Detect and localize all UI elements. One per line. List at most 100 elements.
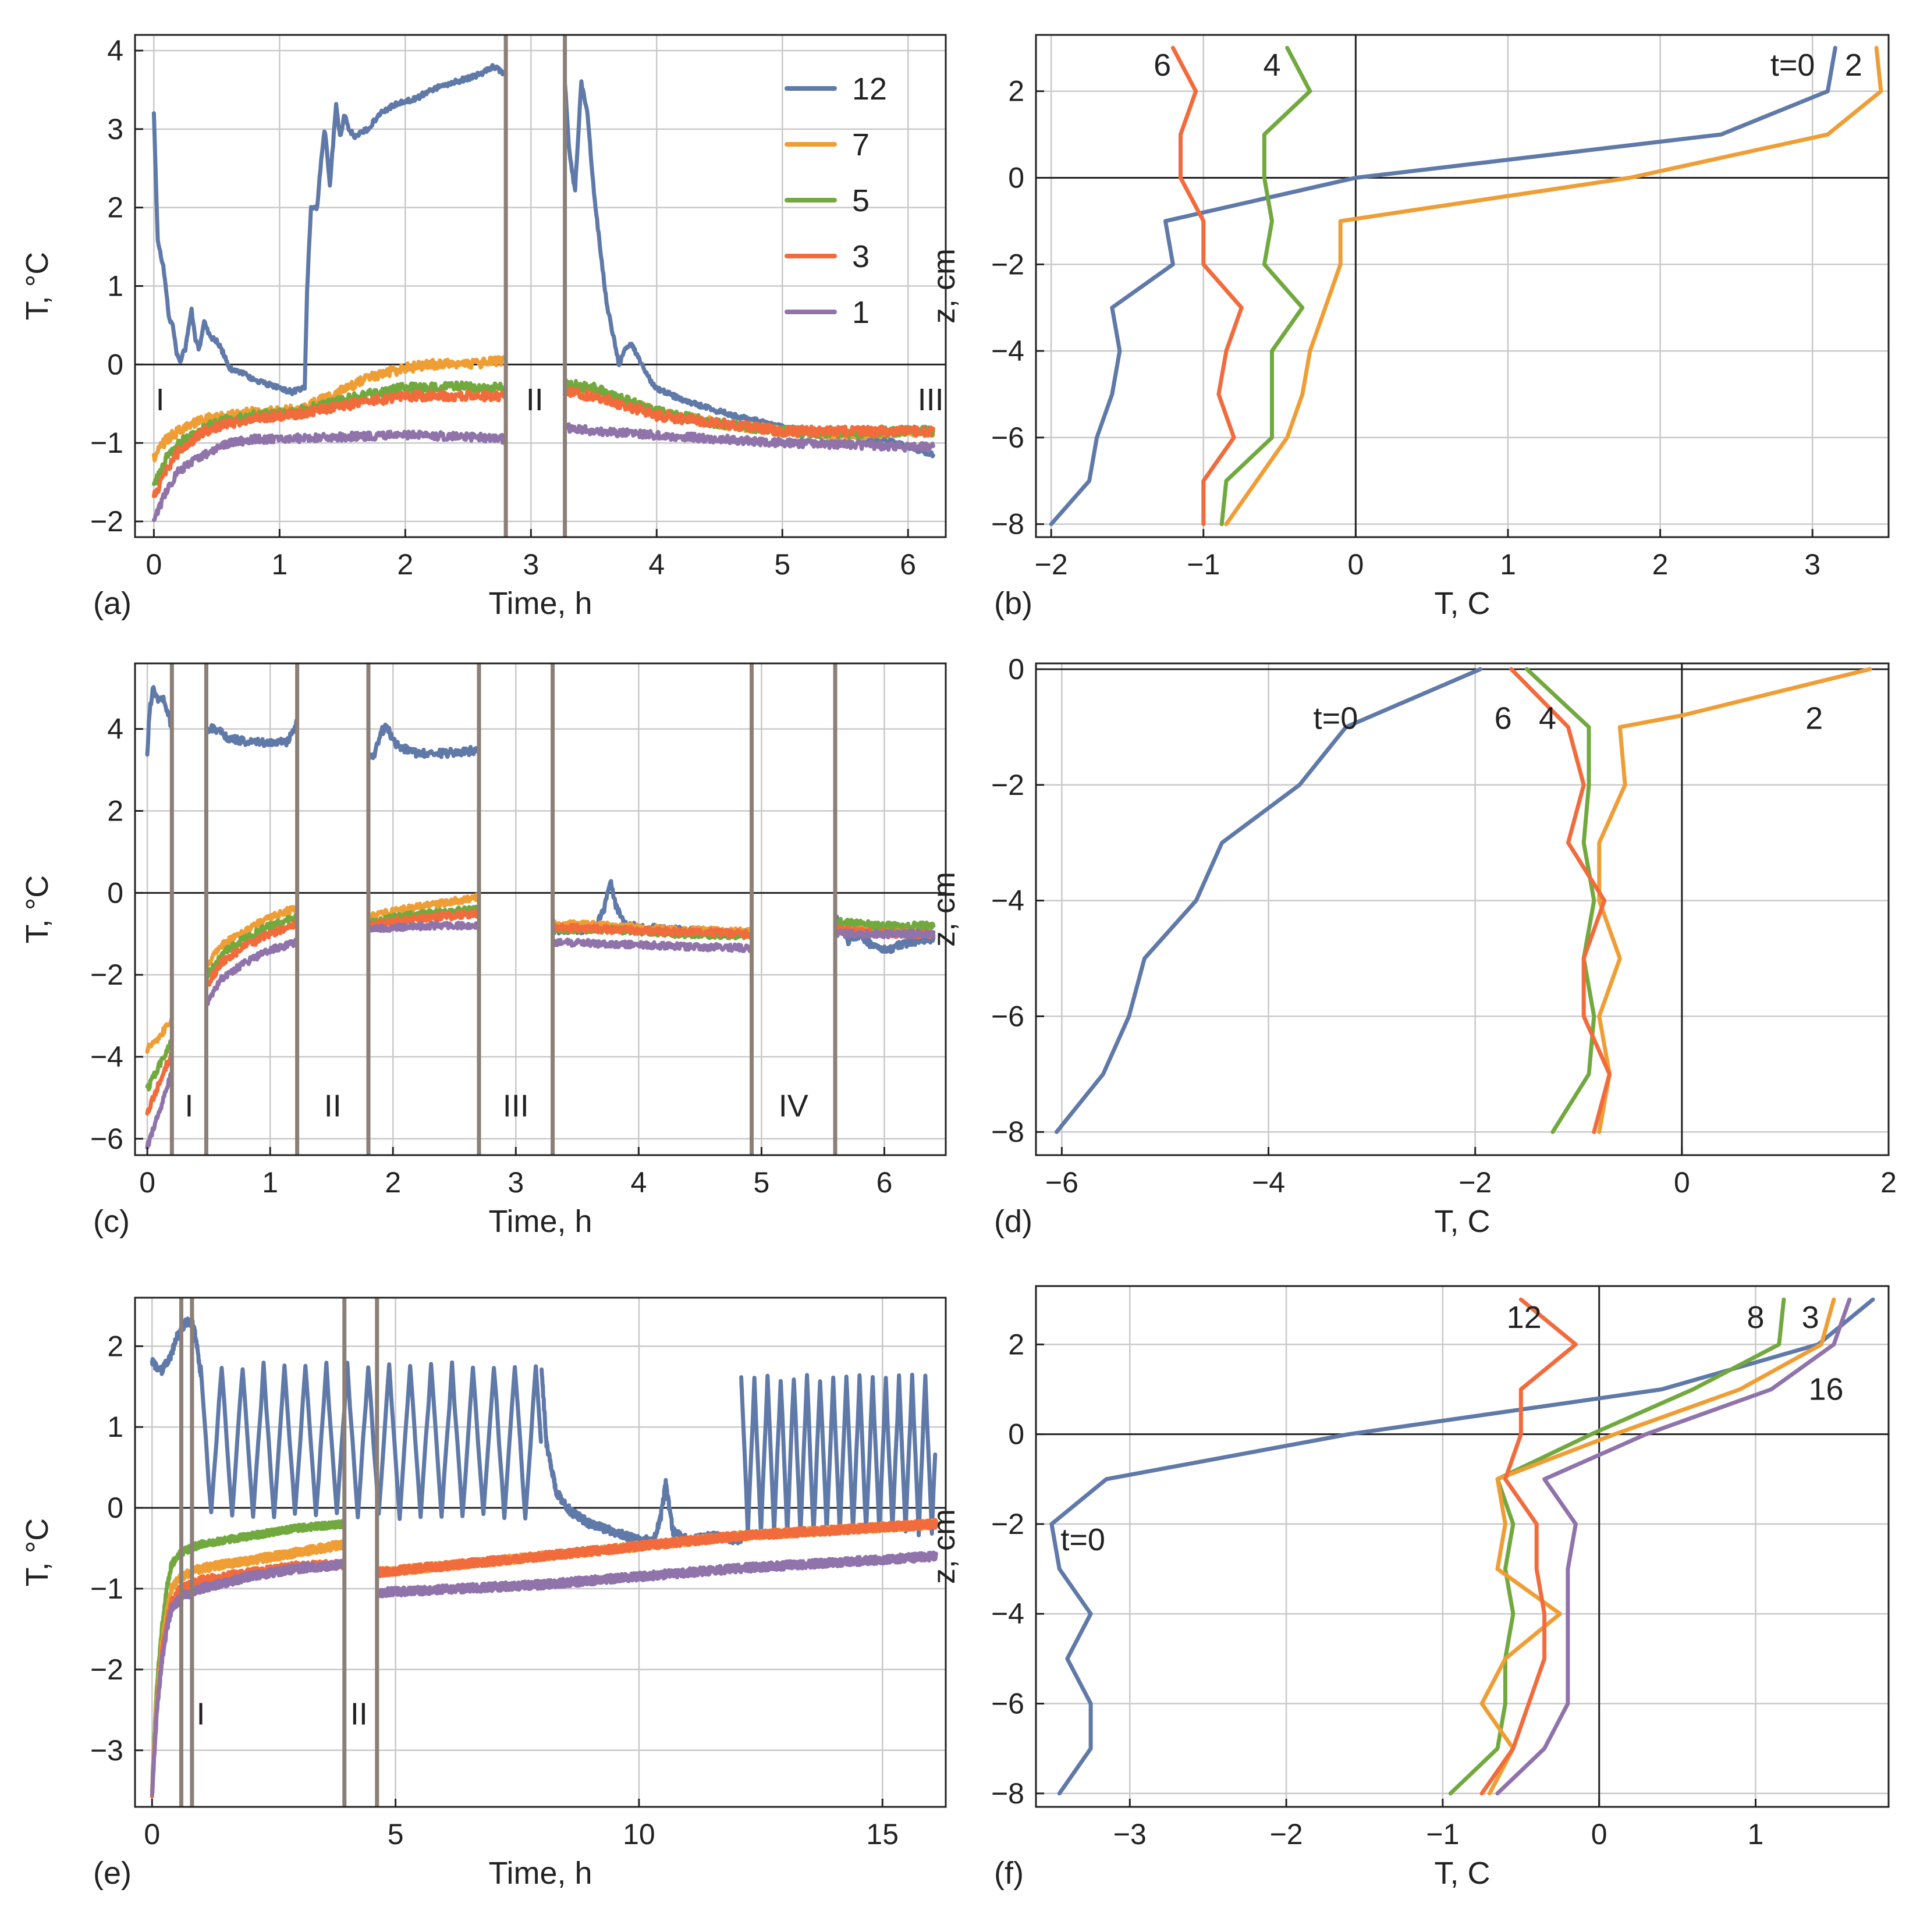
- series-12-segment-1: [198, 1360, 543, 1521]
- profile-line-green: [1448, 1297, 1786, 1796]
- x-axis-label: T, C: [1434, 1856, 1490, 1891]
- y-tick-label: −6: [991, 421, 1024, 454]
- curve-annotation: t=0: [1314, 701, 1358, 736]
- x-tick-label: 4: [648, 548, 665, 581]
- region-label: II: [324, 1089, 342, 1124]
- x-tick-label: 15: [866, 1818, 899, 1851]
- profile-line-blue: [1055, 667, 1483, 1134]
- profile-line-green: [1219, 45, 1312, 527]
- legend-entry: 1: [852, 295, 870, 330]
- curve-annotation: 3: [1802, 1300, 1819, 1335]
- y-tick-label: 4: [107, 713, 123, 745]
- series-5-segment-4: [833, 917, 936, 931]
- x-tick-label: 10: [623, 1818, 655, 1851]
- curve-annotation: 16: [1808, 1372, 1843, 1407]
- series-1-segment-2: [366, 920, 481, 933]
- x-tick-label: −2: [1270, 1818, 1303, 1851]
- x-tick-label: 6: [900, 548, 916, 581]
- series-1-segment-1: [563, 422, 935, 453]
- chart-panel-5: −3 −2 −1 0 1 −8 −6 −4 −2 0 2 T, C z, cm (f) 12 8 3 16 t=0: [927, 1285, 1890, 1891]
- series-12-segment-0: [145, 685, 174, 757]
- series-12-segment-4: [833, 914, 936, 954]
- series-3-segment-3: [551, 922, 754, 940]
- series-5-segment-0: [150, 1519, 347, 1794]
- x-tick-label: 5: [754, 1166, 770, 1199]
- region-label: III: [503, 1089, 529, 1124]
- series-1-segment-1: [375, 1550, 938, 1599]
- series-1-segment-1: [204, 937, 300, 1006]
- series-12-segment-0: [151, 63, 508, 396]
- y-tick-label: 0: [1008, 1418, 1024, 1451]
- profile-line-orange: [1479, 1297, 1836, 1796]
- legend-entry: 5: [852, 183, 870, 218]
- x-tick-label: 0: [1674, 1166, 1690, 1199]
- profile-line-red: [1170, 45, 1244, 527]
- series-12-segment-2: [366, 722, 481, 761]
- x-tick-label: −2: [1035, 548, 1068, 581]
- curve-annotation: t=0: [1060, 1522, 1105, 1557]
- region-label: II: [350, 1696, 368, 1731]
- y-tick-label: 4: [107, 34, 123, 67]
- series-7-segment-0: [151, 355, 508, 463]
- series-group: [1055, 667, 1872, 1134]
- profile-line-purple: [1495, 1297, 1852, 1796]
- series-1-segment-0: [150, 1559, 347, 1797]
- panel-label: (b): [994, 586, 1032, 621]
- series-3-segment-0: [145, 1049, 174, 1116]
- y-tick-label: −2: [90, 1653, 123, 1686]
- profile-line-orange: [1597, 667, 1872, 1134]
- x-axis-label: T, C: [1434, 1204, 1490, 1239]
- legend-entry: 3: [852, 239, 870, 274]
- series-3-segment-1: [563, 386, 935, 438]
- x-tick-label: 2: [397, 548, 413, 581]
- series-7-segment-0: [145, 1016, 174, 1054]
- x-tick-label: 2: [1652, 548, 1669, 581]
- series-group: [151, 63, 935, 522]
- profile-line-green: [1525, 667, 1596, 1134]
- series-1-segment-0: [145, 1071, 174, 1150]
- x-tick-label: −6: [1045, 1166, 1078, 1199]
- plot-frame: [134, 1297, 947, 1808]
- plot-frame: [1035, 662, 1890, 1156]
- plot-frame: [1035, 34, 1890, 538]
- y-tick-label: 2: [107, 1330, 123, 1362]
- x-tick-label: 3: [523, 548, 539, 581]
- y-tick-label: −6: [991, 1000, 1024, 1032]
- region-label: I: [184, 1089, 193, 1124]
- chart-panel-1: −2 −1 0 1 2 3 −8 −6 −4 −2 0 2 T, C z, cm (b) t=0 2 6 4: [927, 34, 1890, 621]
- x-tick-label: 2: [385, 1166, 401, 1199]
- series-5-segment-1: [204, 912, 300, 985]
- x-tick-label: −1: [1187, 548, 1220, 581]
- y-tick-label: 2: [107, 191, 123, 224]
- x-tick-label: 0: [1347, 548, 1364, 581]
- x-axis-label: Time, h: [488, 1856, 592, 1891]
- y-tick-label: 0: [107, 1491, 123, 1524]
- x-tick-label: 0: [1591, 1818, 1607, 1851]
- x-tick-label: 0: [144, 1818, 160, 1851]
- y-tick-label: 1: [107, 270, 123, 303]
- panel-label: (d): [994, 1204, 1032, 1239]
- plot-frame: [134, 662, 947, 1156]
- profile-line-blue: [1049, 1297, 1875, 1796]
- curve-annotation: 12: [1507, 1300, 1542, 1335]
- y-tick-label: −4: [90, 1040, 123, 1073]
- series-12-segment-3: [739, 1372, 938, 1537]
- series-3-segment-0: [151, 389, 508, 499]
- x-tick-label: 1: [1748, 1818, 1764, 1851]
- series-3-segment-1: [204, 920, 300, 988]
- series-group: [150, 1316, 938, 1799]
- y-tick-label: 0: [107, 348, 123, 381]
- series-7-segment-1: [204, 903, 300, 971]
- profile-line-orange: [1224, 45, 1883, 527]
- y-axis-label: T, °C: [20, 252, 55, 321]
- y-tick-label: −4: [991, 335, 1024, 367]
- y-axis-label: z, cm: [927, 248, 961, 324]
- x-tick-label: −2: [1458, 1166, 1492, 1199]
- x-tick-label: −4: [1252, 1166, 1285, 1199]
- y-tick-label: −6: [90, 1123, 123, 1155]
- curve-annotation: 4: [1539, 701, 1556, 736]
- y-tick-label: 0: [1008, 162, 1024, 194]
- profile-line-blue: [1049, 45, 1837, 527]
